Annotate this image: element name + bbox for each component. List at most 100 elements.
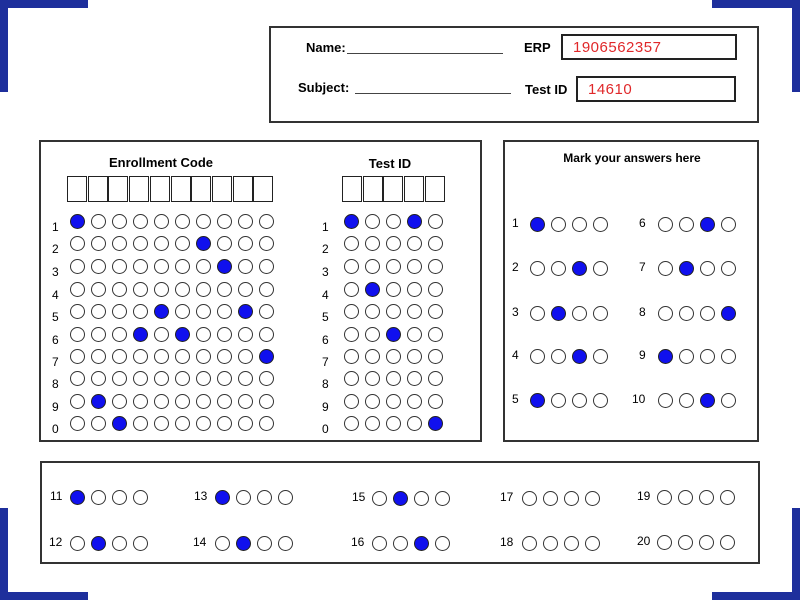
answer-bubble[interactable] bbox=[593, 260, 609, 276]
bubble[interactable] bbox=[175, 303, 190, 319]
answer-bubble[interactable] bbox=[657, 216, 673, 232]
answer-bubble[interactable] bbox=[572, 216, 588, 232]
answer-bubble-filled[interactable] bbox=[700, 216, 716, 232]
bubble[interactable] bbox=[69, 348, 85, 364]
bubble[interactable] bbox=[238, 348, 254, 364]
answer-bubble-filled[interactable] bbox=[550, 305, 566, 321]
bubble[interactable] bbox=[175, 235, 190, 251]
bubble[interactable] bbox=[217, 393, 233, 409]
bubble-filled[interactable] bbox=[406, 213, 422, 229]
answer-bubble[interactable] bbox=[720, 534, 736, 550]
bubble[interactable] bbox=[343, 235, 359, 251]
answer-bubble[interactable] bbox=[657, 392, 673, 408]
bubble[interactable] bbox=[385, 303, 401, 319]
answer-bubble[interactable] bbox=[90, 489, 106, 505]
bubble[interactable] bbox=[217, 326, 233, 342]
testid-field[interactable]: 14610 bbox=[576, 76, 736, 102]
subject-line[interactable] bbox=[355, 93, 511, 94]
answer-bubble-filled[interactable] bbox=[69, 489, 85, 505]
bubble[interactable] bbox=[406, 393, 422, 409]
bubble[interactable] bbox=[238, 213, 254, 229]
bubble[interactable] bbox=[364, 393, 380, 409]
bubble[interactable] bbox=[217, 370, 233, 386]
bubble[interactable] bbox=[196, 258, 212, 274]
bubble[interactable] bbox=[238, 281, 254, 297]
bubble-filled[interactable] bbox=[175, 326, 190, 342]
answer-bubble[interactable] bbox=[677, 489, 693, 505]
bubble[interactable] bbox=[385, 258, 401, 274]
answer-bubble[interactable] bbox=[214, 535, 230, 551]
code-digit-cell[interactable] bbox=[191, 176, 212, 202]
bubble[interactable] bbox=[153, 415, 169, 431]
bubble[interactable] bbox=[364, 258, 380, 274]
answer-bubble[interactable] bbox=[435, 490, 451, 506]
bubble-filled[interactable] bbox=[238, 303, 254, 319]
bubble[interactable] bbox=[238, 235, 254, 251]
answer-bubble-filled[interactable] bbox=[572, 348, 588, 364]
answer-bubble-filled[interactable] bbox=[90, 535, 106, 551]
bubble[interactable] bbox=[406, 370, 422, 386]
bubble[interactable] bbox=[427, 326, 443, 342]
bubble[interactable] bbox=[111, 258, 127, 274]
bubble[interactable] bbox=[153, 370, 169, 386]
bubble[interactable] bbox=[427, 348, 443, 364]
bubble[interactable] bbox=[217, 213, 233, 229]
answer-bubble[interactable] bbox=[677, 534, 693, 550]
bubble[interactable] bbox=[406, 415, 422, 431]
bubble[interactable] bbox=[343, 348, 359, 364]
bubble[interactable] bbox=[364, 303, 380, 319]
bubble[interactable] bbox=[196, 370, 212, 386]
code-digit-cell[interactable] bbox=[383, 176, 404, 202]
answer-bubble[interactable] bbox=[414, 490, 430, 506]
answer-bubble[interactable] bbox=[550, 348, 566, 364]
code-digit-cell[interactable] bbox=[87, 176, 108, 202]
name-line[interactable] bbox=[347, 53, 503, 54]
bubble[interactable] bbox=[364, 235, 380, 251]
bubble-filled[interactable] bbox=[132, 326, 148, 342]
bubble[interactable] bbox=[217, 235, 233, 251]
answer-bubble-filled[interactable] bbox=[721, 305, 737, 321]
answer-bubble[interactable] bbox=[678, 348, 694, 364]
answer-bubble[interactable] bbox=[133, 489, 149, 505]
bubble-filled[interactable] bbox=[111, 415, 127, 431]
bubble[interactable] bbox=[196, 213, 212, 229]
bubble[interactable] bbox=[385, 213, 401, 229]
bubble[interactable] bbox=[406, 258, 422, 274]
code-digit-cell[interactable] bbox=[170, 176, 191, 202]
answer-bubble[interactable] bbox=[550, 392, 566, 408]
bubble[interactable] bbox=[69, 281, 85, 297]
answer-bubble[interactable] bbox=[112, 489, 128, 505]
bubble[interactable] bbox=[111, 281, 127, 297]
bubble[interactable] bbox=[111, 303, 127, 319]
answer-bubble[interactable] bbox=[720, 489, 736, 505]
bubble[interactable] bbox=[406, 235, 422, 251]
bubble[interactable] bbox=[427, 281, 443, 297]
bubble-filled[interactable] bbox=[385, 326, 401, 342]
bubble[interactable] bbox=[364, 326, 380, 342]
bubble[interactable] bbox=[69, 415, 85, 431]
bubble[interactable] bbox=[196, 348, 212, 364]
bubble[interactable] bbox=[153, 393, 169, 409]
bubble[interactable] bbox=[132, 415, 148, 431]
bubble[interactable] bbox=[406, 348, 422, 364]
bubble[interactable] bbox=[175, 213, 190, 229]
bubble[interactable] bbox=[427, 235, 443, 251]
answer-bubble-filled[interactable] bbox=[529, 392, 545, 408]
bubble[interactable] bbox=[259, 213, 275, 229]
bubble[interactable] bbox=[111, 370, 127, 386]
bubble[interactable] bbox=[238, 393, 254, 409]
erp-field[interactable]: 1906562357 bbox=[561, 34, 737, 60]
bubble[interactable] bbox=[111, 348, 127, 364]
answer-bubble[interactable] bbox=[521, 535, 537, 551]
answer-bubble[interactable] bbox=[564, 490, 580, 506]
bubble[interactable] bbox=[385, 281, 401, 297]
bubble[interactable] bbox=[90, 415, 106, 431]
bubble[interactable] bbox=[69, 235, 85, 251]
bubble[interactable] bbox=[196, 281, 212, 297]
bubble[interactable] bbox=[343, 281, 359, 297]
bubble[interactable] bbox=[153, 326, 169, 342]
answer-bubble-filled[interactable] bbox=[392, 490, 408, 506]
bubble[interactable] bbox=[111, 235, 127, 251]
answer-bubble[interactable] bbox=[392, 535, 408, 551]
bubble[interactable] bbox=[238, 370, 254, 386]
